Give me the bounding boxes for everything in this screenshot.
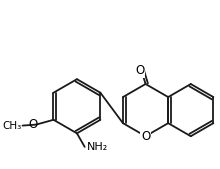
Text: O: O bbox=[29, 118, 38, 131]
Text: NH₂: NH₂ bbox=[87, 142, 108, 152]
Text: O: O bbox=[141, 130, 150, 143]
Text: O: O bbox=[135, 64, 144, 77]
Text: CH₃: CH₃ bbox=[2, 121, 22, 131]
